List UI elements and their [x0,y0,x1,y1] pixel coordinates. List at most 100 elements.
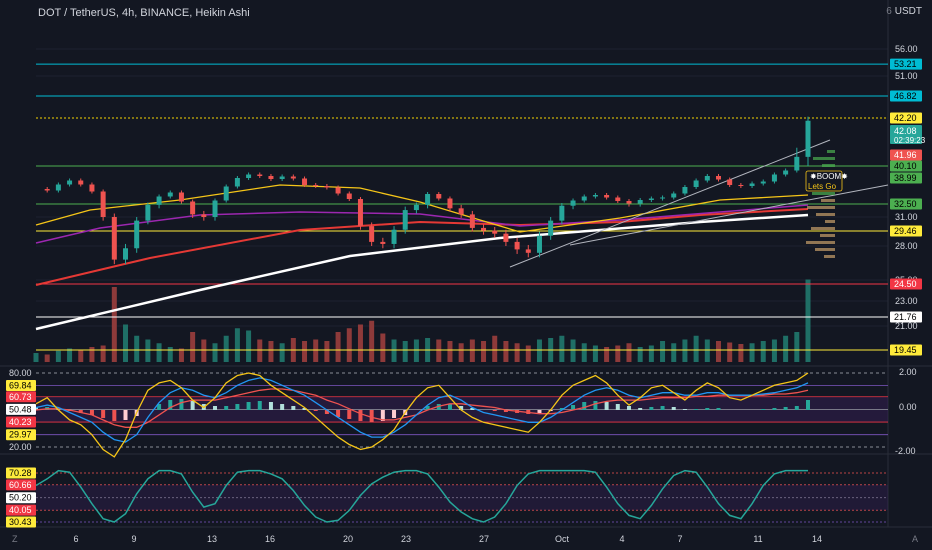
timezone-icon: Z [12,534,18,544]
osc-histogram-bar [246,402,251,410]
time-axis-tick: 4 [619,534,624,544]
osc-level-label-50.48: 50.48 [9,404,32,414]
volume-bar [481,341,487,362]
osc-histogram-bar [347,410,352,419]
osc-axis-tick: 2.00 [899,367,917,377]
volume-bar [402,341,408,362]
stoch-level-label-50.20-bg [6,492,36,504]
volume-bar [55,350,61,362]
volume-profile-bar [807,206,835,209]
level-label-53.21-bg [890,58,922,70]
volume-bar [783,335,789,362]
osc-histogram-bar [101,410,106,418]
volume-bar [581,343,587,362]
osc-histogram-bar [123,410,128,420]
osc-histogram-bar [224,406,229,410]
stoch-level-label-40.05-bg [6,504,36,516]
price-label-41.96-bg [890,149,922,161]
osc-histogram-bar [772,408,777,410]
candle-body [257,174,263,176]
price-label-41.96: 41.96 [894,150,917,160]
osc-level-label-80.00-bg [6,367,36,379]
volume-bar [715,341,721,362]
candle-body [346,193,352,199]
time-axis-tick: Oct [555,534,570,544]
volume-profile-bar [816,213,835,216]
price-label-38.99: 38.99 [894,173,917,183]
price-axis-tick: 23.00 [895,296,918,306]
time-axis-tick: 23 [401,534,411,544]
volume-bar [536,339,542,362]
volume-profile-bar [827,150,835,153]
stoch-line [35,469,808,523]
candle-body [44,189,50,191]
candle-body [660,197,666,199]
volume-bar [660,341,666,362]
volume-bar [313,339,319,362]
boom-annotation-line1: ✸BOOM✸ [810,172,848,181]
level-label-21.76: 21.76 [894,312,917,322]
candle-body [738,185,744,186]
candle-body [313,185,319,186]
volume-bar [335,332,341,362]
candle-body [55,184,61,191]
candle-body [302,178,308,185]
osc-histogram-bar [436,404,441,410]
volume-bar [89,347,95,362]
countdown-label: 02:39:23 [894,136,926,145]
time-axis-tick: 11 [753,534,762,544]
candle-body [704,176,710,181]
candle-body [492,230,498,234]
auto-scale-icon: A [912,534,918,544]
candle-body [234,178,240,187]
candle-body [212,200,218,217]
candle-body [682,187,688,194]
candle-body [145,204,151,221]
osc-level-label-80.00: 80.00 [9,368,32,378]
candle-body [290,176,296,179]
osc-histogram-bar [78,410,83,413]
osc-histogram-bar [392,410,397,418]
candle-body [369,226,375,242]
osc-histogram-bar [291,406,296,410]
time-axis-tick: 9 [131,534,136,544]
stoch-level-label-70.28: 70.28 [9,468,32,478]
volume-bar [44,354,50,362]
volume-bar [190,332,196,362]
volume-bar [749,343,755,362]
osc-level-label-69.84: 69.84 [9,381,32,391]
level-label-21.76-bg [890,311,922,323]
volume-bar [469,339,475,362]
osc-red-line [35,388,809,428]
candle-body [458,208,464,215]
osc-level-label-20.00-bg [6,441,36,453]
osc-histogram-bar [470,408,475,410]
volume-bar [67,348,73,362]
candle-body [783,170,789,175]
volume-bar [738,344,744,362]
price-scale-currency[interactable]: 6 USDT [886,6,922,17]
osc-level-label-29.97: 29.97 [9,430,32,440]
osc-histogram-bar [503,410,508,412]
price-axis-tick: 56.00 [895,44,918,54]
candle-body [570,200,576,206]
candle-body [279,176,285,179]
volume-bar [391,339,397,362]
volume-profile-bar [811,227,835,230]
osc-histogram-bar [336,410,341,417]
time-axis-tick: 6 [73,534,78,544]
channel-upper-line [509,139,831,268]
osc-level-label-69.84-bg [6,380,36,392]
volume-bar [492,335,498,362]
volume-bar [570,339,576,362]
level-label-40.10: 40.10 [894,161,917,171]
scale-index: 6 [886,6,892,17]
osc-histogram-bar [112,410,117,421]
candle-body [100,191,106,217]
candle-body [380,241,386,244]
channel-lower-line [569,184,889,246]
volume-bar [805,279,811,362]
volume-bar [413,339,419,362]
candle-body [749,183,755,186]
